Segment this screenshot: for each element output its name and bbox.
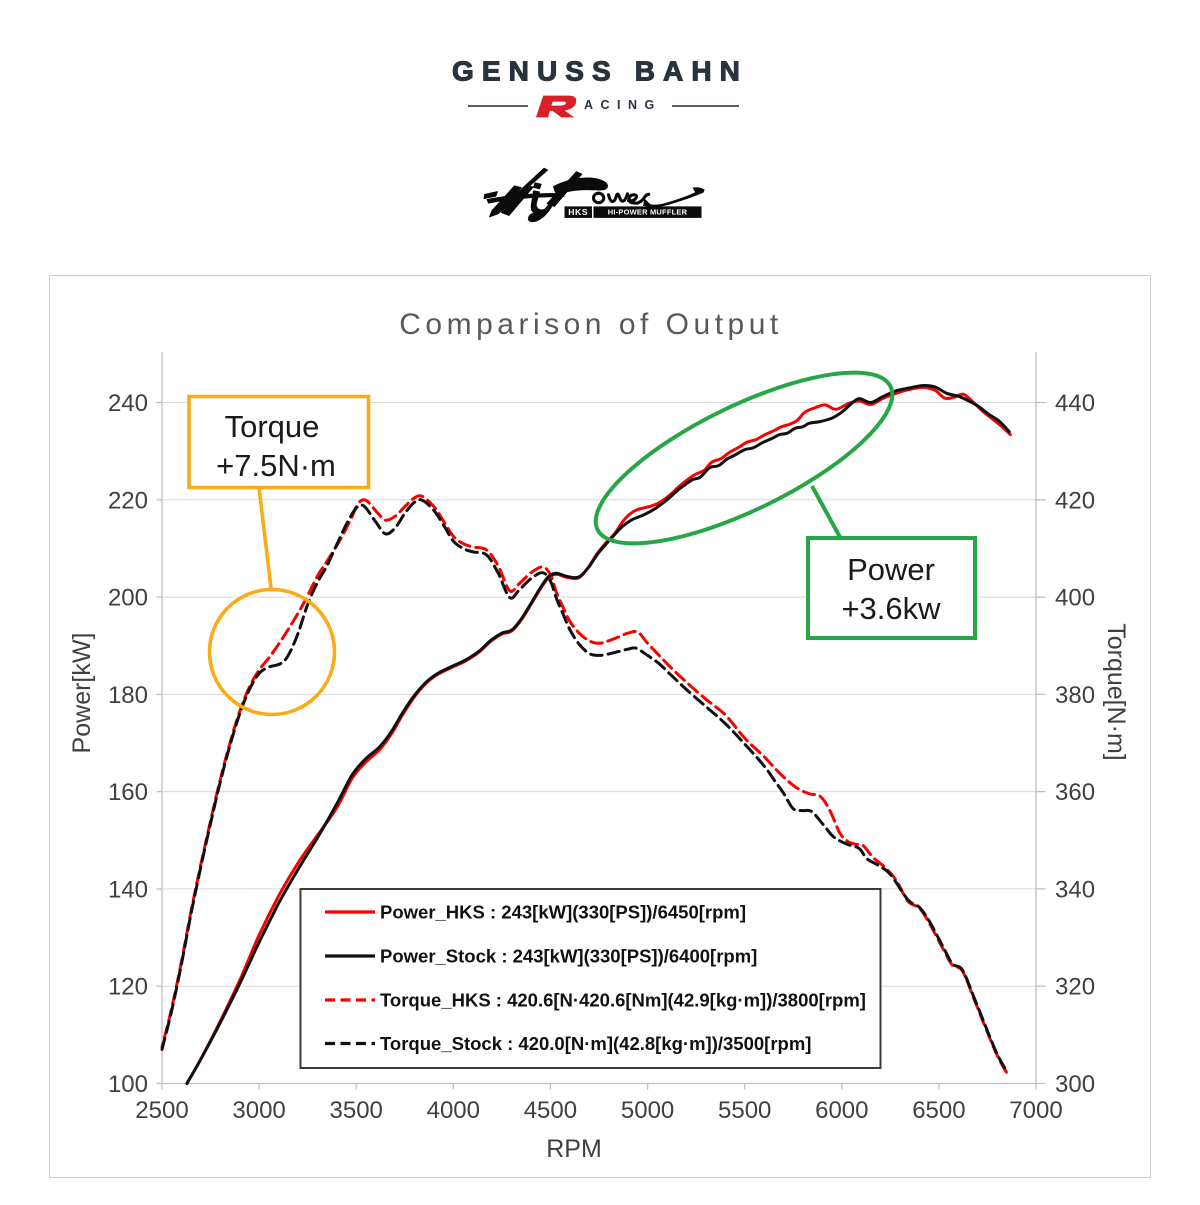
svg-text:Torque[N·m]: Torque[N·m] xyxy=(1102,623,1130,761)
svg-text:320: 320 xyxy=(1055,974,1095,1001)
svg-text:+7.5N·m: +7.5N·m xyxy=(216,448,336,483)
svg-text:200: 200 xyxy=(108,585,148,612)
svg-text:ACING: ACING xyxy=(584,98,662,112)
svg-text:Torque_HKS : 420.6[N·420.6[Nm]: Torque_HKS : 420.6[N·420.6[Nm](42.9[kg·m… xyxy=(380,990,866,1011)
svg-text:100: 100 xyxy=(108,1071,148,1098)
svg-text:180: 180 xyxy=(108,682,148,709)
svg-text:+3.6kw: +3.6kw xyxy=(841,591,941,626)
svg-text:420: 420 xyxy=(1055,487,1095,514)
svg-text:400: 400 xyxy=(1055,585,1095,612)
svg-text:RPM: RPM xyxy=(546,1135,602,1163)
svg-text:Comparison of Output: Comparison of Output xyxy=(399,308,782,341)
svg-text:HKS: HKS xyxy=(568,207,588,217)
svg-text:6000: 6000 xyxy=(815,1097,868,1124)
svg-text:380: 380 xyxy=(1055,682,1095,709)
svg-text:220: 220 xyxy=(108,487,148,514)
svg-text:7000: 7000 xyxy=(1009,1097,1062,1124)
svg-text:Torque_Stock : 420.0[N·m](42.8: Torque_Stock : 420.0[N·m](42.8[kg·m])/35… xyxy=(380,1033,811,1054)
svg-text:140: 140 xyxy=(108,876,148,903)
svg-text:Power_HKS : 243[kW](330[PS])/6: Power_HKS : 243[kW](330[PS])/6450[rpm] xyxy=(380,902,746,923)
svg-text:Torque: Torque xyxy=(225,409,320,444)
svg-text:120: 120 xyxy=(108,974,148,1001)
svg-text:5000: 5000 xyxy=(621,1097,674,1124)
svg-text:2500: 2500 xyxy=(135,1097,188,1124)
svg-text:4500: 4500 xyxy=(524,1097,577,1124)
svg-text:300: 300 xyxy=(1055,1071,1095,1098)
svg-text:160: 160 xyxy=(108,779,148,806)
svg-text:Power_Stock : 243[kW](330[PS]): Power_Stock : 243[kW](330[PS])/6400[rpm] xyxy=(380,946,757,967)
svg-text:340: 340 xyxy=(1055,876,1095,903)
svg-text:4000: 4000 xyxy=(427,1097,480,1124)
svg-text:6500: 6500 xyxy=(912,1097,965,1124)
svg-text:3500: 3500 xyxy=(330,1097,383,1124)
svg-text:360: 360 xyxy=(1055,779,1095,806)
svg-text:240: 240 xyxy=(108,390,148,417)
svg-text:Power[kW]: Power[kW] xyxy=(68,633,96,754)
svg-text:440: 440 xyxy=(1055,390,1095,417)
svg-text:Power: Power xyxy=(847,552,935,587)
svg-text:HI-POWER MUFFLER: HI-POWER MUFFLER xyxy=(608,207,688,216)
svg-text:GENUSS BAHN: GENUSS BAHN xyxy=(452,56,748,87)
svg-text:5500: 5500 xyxy=(718,1097,771,1124)
svg-text:3000: 3000 xyxy=(232,1097,285,1124)
